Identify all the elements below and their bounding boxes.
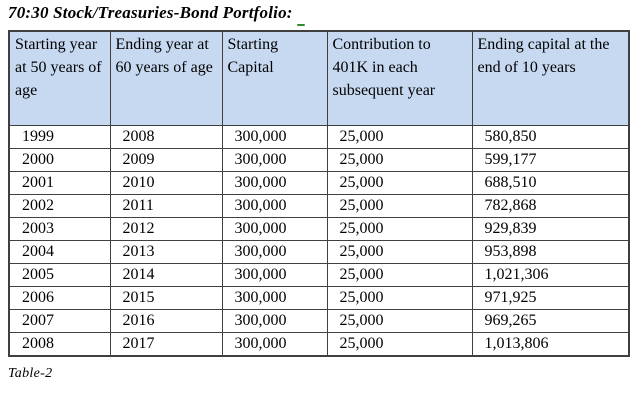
table-cell: 688,510 — [471, 171, 630, 195]
table-cell: 2002 — [8, 194, 111, 218]
table-cell: 1,013,806 — [471, 332, 630, 357]
table-caption: Table-2 — [8, 366, 53, 381]
table-cell: 599,177 — [471, 148, 630, 172]
table-row: 1999 2008 300,000 25,000 580,850 — [8, 125, 630, 149]
table-cell: 25,000 — [326, 240, 473, 264]
portfolio-table: Starting year at 50 years of age Ending y… — [8, 30, 630, 357]
table-cell: 300,000 — [221, 148, 328, 172]
table-body: 1999 2008 300,000 25,000 580,850 2000 2009 300,… — [8, 125, 630, 357]
table-cell: 2010 — [109, 171, 223, 195]
table-cell: 782,868 — [471, 194, 630, 218]
table-cell: 2011 — [109, 194, 223, 218]
table-cell: 25,000 — [326, 194, 473, 218]
page-title: 70:30 Stock/Treasuries-Bond Portfolio: — [8, 3, 293, 22]
header-cell: Contribution to 401K in each subsequent … — [326, 30, 473, 126]
table-cell: 25,000 — [326, 148, 473, 172]
table-cell: 25,000 — [326, 263, 473, 287]
table-cell: 929,839 — [471, 217, 630, 241]
table-cell: 300,000 — [221, 217, 328, 241]
table-cell: 300,000 — [221, 332, 328, 357]
table-row: 2007 2016 300,000 25,000 969,265 — [8, 309, 630, 333]
table-row: 2000 2009 300,000 25,000 599,177 — [8, 148, 630, 172]
table-cell: 300,000 — [221, 286, 328, 310]
table-cell: 2008 — [109, 125, 223, 149]
table-row: 2003 2012 300,000 25,000 929,839 — [8, 217, 630, 241]
table-cell: 25,000 — [326, 332, 473, 357]
table-cell: 1999 — [8, 125, 111, 149]
table-row: 2001 2010 300,000 25,000 688,510 — [8, 171, 630, 195]
table-row: 2002 2011 300,000 25,000 782,868 — [8, 194, 630, 218]
table-cell: 2015 — [109, 286, 223, 310]
spellcheck-underline-icon — [297, 24, 305, 26]
header-row: Starting year at 50 years of age Ending y… — [8, 30, 630, 126]
table-cell: 300,000 — [221, 263, 328, 287]
table-cell: 2005 — [8, 263, 111, 287]
table-cell: 300,000 — [221, 125, 328, 149]
table-row: 2006 2015 300,000 25,000 971,925 — [8, 286, 630, 310]
table-cell: 2000 — [8, 148, 111, 172]
table-cell: 2007 — [8, 309, 111, 333]
table-cell: 2008 — [8, 332, 111, 357]
table-cell: 2016 — [109, 309, 223, 333]
table-cell: 300,000 — [221, 171, 328, 195]
table-cell: 2009 — [109, 148, 223, 172]
table-cell: 25,000 — [326, 217, 473, 241]
table-cell: 580,850 — [471, 125, 630, 149]
table-cell: 969,265 — [471, 309, 630, 333]
table-cell: 25,000 — [326, 309, 473, 333]
table-cell: 953,898 — [471, 240, 630, 264]
table-cell: 2001 — [8, 171, 111, 195]
table-cell: 2013 — [109, 240, 223, 264]
header-cell: Ending year at 60 years of age — [109, 30, 223, 126]
table-cell: 25,000 — [326, 125, 473, 149]
table-cell: 300,000 — [221, 240, 328, 264]
table-cell: 2004 — [8, 240, 111, 264]
table-cell: 2017 — [109, 332, 223, 357]
table-cell: 2006 — [8, 286, 111, 310]
table-cell: 971,925 — [471, 286, 630, 310]
table-cell: 2014 — [109, 263, 223, 287]
table-cell: 2012 — [109, 217, 223, 241]
table-cell: 300,000 — [221, 309, 328, 333]
table-cell: 1,021,306 — [471, 263, 630, 287]
header-cell: Starting Capital — [221, 30, 328, 126]
table-row: 2004 2013 300,000 25,000 953,898 — [8, 240, 630, 264]
table-cell: 25,000 — [326, 286, 473, 310]
table-row: 2005 2014 300,000 25,000 1,021,306 — [8, 263, 630, 287]
table-cell: 25,000 — [326, 171, 473, 195]
table-cell: 2003 — [8, 217, 111, 241]
table-row: 2008 2017 300,000 25,000 1,013,806 — [8, 332, 630, 357]
table-cell: 300,000 — [221, 194, 328, 218]
header-cell: Ending capital at the end of 10 years — [471, 30, 630, 126]
header-cell: Starting year at 50 years of age — [8, 30, 111, 126]
